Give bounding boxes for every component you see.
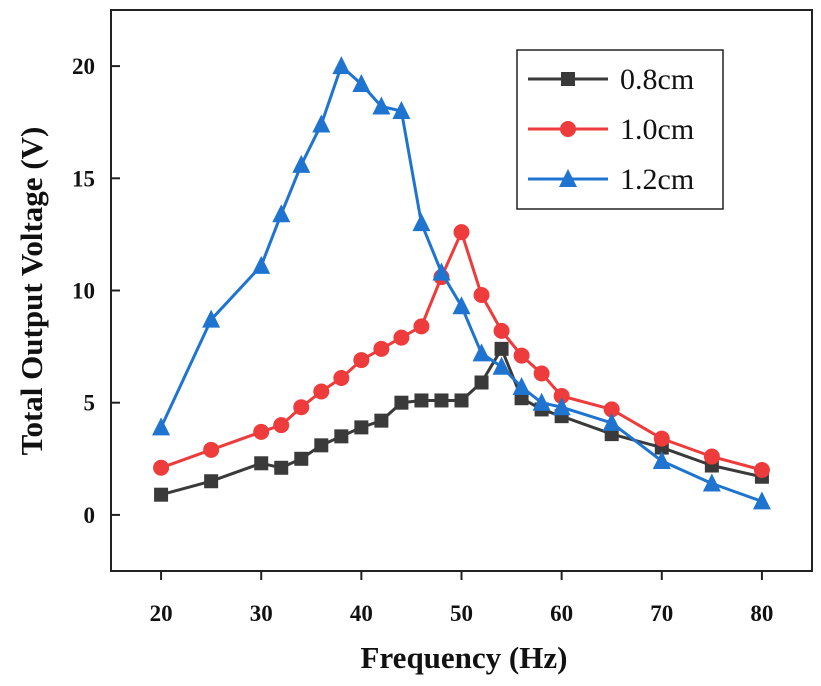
legend-item-0-8cm: 0.8cm xyxy=(528,63,694,96)
data-point-1-0cm xyxy=(273,417,290,434)
data-point-1-2cm xyxy=(552,397,571,416)
data-point-1-2cm xyxy=(292,154,311,173)
series-line-1-2cm xyxy=(159,64,763,503)
x-axis-ticks: 20 30 40 50 60 70 80 xyxy=(150,571,773,626)
data-point-1-0cm xyxy=(153,459,170,476)
data-point-1-2cm xyxy=(272,204,291,223)
legend-label: 0.8cm xyxy=(620,63,694,96)
legend: 0.8cm 1.0cm 1.2cm xyxy=(516,49,724,210)
data-point-1-0cm xyxy=(313,383,330,400)
data-point-1-2cm xyxy=(752,491,771,510)
data-point-1-2cm xyxy=(472,343,491,362)
data-point-1-0cm xyxy=(603,401,620,418)
data-point-1-2cm xyxy=(602,412,621,431)
series-1-2cm xyxy=(152,56,771,510)
legend-label: 1.2cm xyxy=(620,163,694,196)
data-point-1-0cm xyxy=(653,430,670,447)
data-point-0-8cm xyxy=(394,395,409,410)
data-point-0-8cm xyxy=(494,341,509,356)
data-point-0-8cm xyxy=(454,393,469,408)
y-tick-label: 0 xyxy=(84,503,96,528)
data-point-1-0cm xyxy=(413,318,430,335)
data-point-1-0cm xyxy=(553,387,570,404)
data-point-1-0cm xyxy=(533,365,550,382)
data-point-1-2cm xyxy=(392,100,411,119)
y-tick-label: 10 xyxy=(72,279,95,304)
data-point-0-8cm xyxy=(154,487,169,502)
series-0-8cm xyxy=(154,341,769,502)
legend-label: 1.0cm xyxy=(620,113,694,146)
x-tick-label: 80 xyxy=(750,601,773,626)
data-point-1-2cm xyxy=(252,255,271,274)
series-line-0-8cm xyxy=(160,347,763,497)
data-point-1-2cm xyxy=(202,309,221,328)
y-axis-ticks: 0 5 10 15 20 xyxy=(72,54,120,528)
data-point-0-8cm xyxy=(414,393,429,408)
data-point-1-0cm xyxy=(373,340,390,357)
legend-marker xyxy=(559,169,577,187)
data-point-1-0cm xyxy=(293,399,310,416)
data-point-1-2cm xyxy=(372,96,391,115)
series-line-1-0cm xyxy=(160,230,763,472)
x-tick-label: 40 xyxy=(350,601,373,626)
data-point-1-0cm xyxy=(703,448,720,465)
data-point-1-0cm xyxy=(353,352,370,369)
legend-marker xyxy=(560,121,576,137)
series-layer xyxy=(152,56,771,510)
data-point-0-8cm xyxy=(374,413,389,428)
data-point-0-8cm xyxy=(274,460,289,475)
data-point-1-2cm xyxy=(412,213,431,232)
data-point-0-8cm xyxy=(334,429,349,444)
data-point-1-0cm xyxy=(453,224,470,241)
y-axis-title: Total Output Voltage (V) xyxy=(14,127,49,456)
data-point-0-8cm xyxy=(204,474,219,489)
data-point-1-2cm xyxy=(452,296,471,315)
data-point-1-2cm xyxy=(512,376,531,395)
x-tick-label: 60 xyxy=(550,601,573,626)
data-point-0-8cm xyxy=(354,420,369,435)
data-point-1-2cm xyxy=(652,451,671,470)
data-point-1-0cm xyxy=(203,441,220,458)
data-point-1-2cm xyxy=(152,417,171,436)
data-point-1-2cm xyxy=(312,114,331,133)
data-point-1-2cm xyxy=(492,356,511,375)
data-point-0-8cm xyxy=(314,438,329,453)
data-point-1-2cm xyxy=(432,262,451,281)
data-point-0-8cm xyxy=(474,375,489,390)
data-point-1-2cm xyxy=(332,56,351,75)
data-point-1-0cm xyxy=(393,329,410,346)
data-point-1-0cm xyxy=(513,347,530,364)
data-point-1-2cm xyxy=(702,473,721,492)
legend-marker xyxy=(561,72,575,86)
data-point-1-0cm xyxy=(333,370,350,387)
x-axis-title: Frequency (Hz) xyxy=(361,640,568,675)
y-tick-label: 20 xyxy=(72,54,95,79)
data-point-1-0cm xyxy=(753,462,770,479)
legend-item-1-0cm: 1.0cm xyxy=(528,113,694,146)
x-tick-label: 70 xyxy=(650,601,673,626)
legend-item-1-2cm: 1.2cm xyxy=(528,163,694,196)
data-point-0-8cm xyxy=(254,456,269,471)
data-point-1-0cm xyxy=(253,423,270,440)
data-point-1-2cm xyxy=(352,74,371,93)
x-tick-label: 30 xyxy=(250,601,273,626)
data-point-1-2cm xyxy=(532,392,551,411)
x-tick-label: 50 xyxy=(450,601,473,626)
series-1-0cm xyxy=(153,224,770,479)
data-point-0-8cm xyxy=(434,393,449,408)
y-tick-label: 5 xyxy=(84,391,96,416)
data-point-1-0cm xyxy=(473,286,490,303)
x-tick-label: 20 xyxy=(150,601,173,626)
y-tick-label: 15 xyxy=(72,166,95,191)
data-point-0-8cm xyxy=(294,451,309,466)
data-point-1-0cm xyxy=(493,322,510,339)
